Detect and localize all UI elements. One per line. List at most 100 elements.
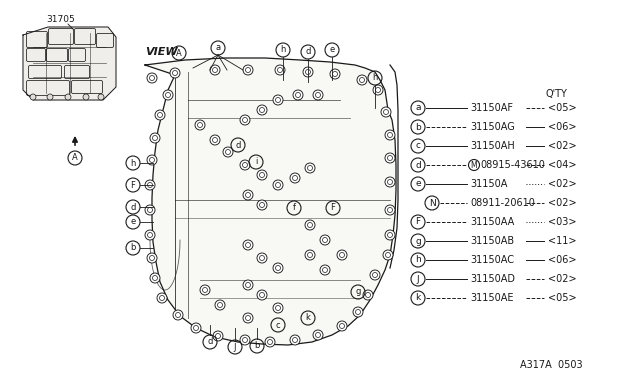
Circle shape [163,90,173,100]
Text: 31150AF: 31150AF [470,103,513,113]
Circle shape [385,130,395,140]
Text: b: b [254,341,260,350]
Circle shape [215,300,225,310]
Circle shape [303,67,313,77]
Circle shape [243,280,253,290]
Circle shape [150,133,160,143]
Text: <02>: <02> [548,274,577,284]
Text: <03>: <03> [548,217,577,227]
Circle shape [147,73,157,83]
Text: VIEW: VIEW [145,47,178,57]
Circle shape [145,180,155,190]
Circle shape [257,253,267,263]
Circle shape [385,153,395,163]
Circle shape [173,310,183,320]
Text: <02>: <02> [548,198,577,208]
Circle shape [257,105,267,115]
Text: c: c [415,141,420,151]
Circle shape [200,285,210,295]
Text: d: d [131,202,136,212]
Text: A317A  0503: A317A 0503 [520,360,582,370]
Circle shape [155,110,165,120]
Circle shape [147,155,157,165]
Circle shape [320,265,330,275]
Circle shape [150,273,160,283]
Text: b: b [131,244,136,253]
Text: h: h [280,45,285,55]
Circle shape [385,205,395,215]
Text: 31150AE: 31150AE [470,293,513,303]
Circle shape [243,65,253,75]
Circle shape [47,94,53,100]
Circle shape [305,250,315,260]
Text: <11>: <11> [548,236,577,246]
Circle shape [223,147,233,157]
Circle shape [257,170,267,180]
Circle shape [320,235,330,245]
Circle shape [170,68,180,78]
Circle shape [243,240,253,250]
Text: 31150AA: 31150AA [470,217,515,227]
Text: <02>: <02> [548,141,577,151]
Circle shape [257,200,267,210]
Circle shape [147,253,157,263]
Circle shape [210,135,220,145]
Circle shape [273,180,283,190]
Circle shape [273,263,283,273]
Text: <04>: <04> [548,160,577,170]
Text: 31150AC: 31150AC [470,255,514,265]
Circle shape [83,94,89,100]
Text: g: g [355,288,361,296]
Text: d: d [207,337,212,346]
Circle shape [65,94,71,100]
Circle shape [275,65,285,75]
Text: i: i [255,157,257,167]
Circle shape [157,293,167,303]
Text: <05>: <05> [548,293,577,303]
Circle shape [330,69,340,79]
Text: c: c [276,321,280,330]
Text: M: M [470,160,477,170]
Text: a: a [415,103,420,112]
Text: b: b [415,122,421,131]
Circle shape [290,335,300,345]
Text: k: k [415,294,420,302]
Text: F: F [331,203,335,212]
Text: A: A [72,154,78,163]
Text: <06>: <06> [548,122,577,132]
Text: e: e [415,180,421,189]
Circle shape [240,115,250,125]
Circle shape [385,230,395,240]
Text: <05>: <05> [548,103,577,113]
Circle shape [240,335,250,345]
Text: 08915-43610: 08915-43610 [480,160,545,170]
Text: e: e [330,45,335,55]
Circle shape [195,120,205,130]
Text: N: N [429,199,435,208]
Circle shape [313,90,323,100]
Text: A: A [176,48,182,58]
Circle shape [210,65,220,75]
Text: d: d [236,141,241,150]
Circle shape [363,290,373,300]
Text: <06>: <06> [548,255,577,265]
Text: F: F [131,180,136,189]
Circle shape [273,95,283,105]
Text: f: f [292,203,296,212]
Text: h: h [372,74,378,83]
Text: d: d [305,48,310,57]
Circle shape [305,163,315,173]
Text: J: J [417,275,419,283]
Circle shape [145,230,155,240]
Circle shape [305,220,315,230]
Circle shape [243,313,253,323]
Circle shape [373,85,383,95]
Text: k: k [305,314,310,323]
Text: 31150AD: 31150AD [470,274,515,284]
Text: 31150AH: 31150AH [470,141,515,151]
Circle shape [293,90,303,100]
Circle shape [213,331,223,341]
Text: e: e [131,218,136,227]
Circle shape [370,270,380,280]
Text: 31705: 31705 [46,15,75,24]
